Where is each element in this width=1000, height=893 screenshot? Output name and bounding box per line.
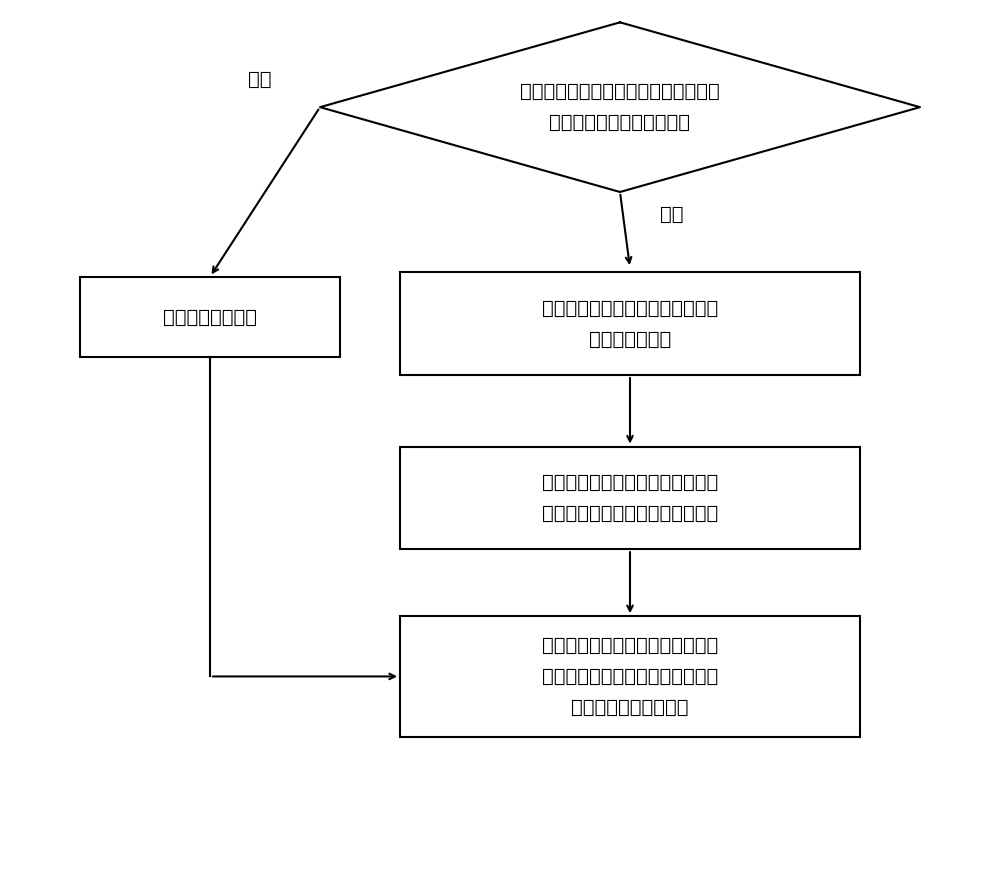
FancyBboxPatch shape [400,446,860,549]
Text: 越限: 越限 [660,204,684,224]
Text: 校验辅助决策策略，并根据校验后
的辅助决策策略确定重载设备列表
中重载设备的可调裕度: 校验辅助决策策略，并根据校验后 的辅助决策策略确定重载设备列表 中重载设备的可调… [542,636,718,717]
FancyBboxPatch shape [400,616,860,737]
FancyBboxPatch shape [400,272,860,375]
Text: 根据辅助决策可调措施对越限设备
有功功率的影响确定辅助决策策略: 根据辅助决策可调措施对越限设备 有功功率的影响确定辅助决策策略 [542,473,718,522]
FancyBboxPatch shape [80,277,340,357]
Text: 判断特高压直流输电线路预想故障后电
网设备是否发生重载或越限: 判断特高压直流输电线路预想故障后电 网设备是否发生重载或越限 [520,82,720,132]
Text: 计算辅助决策可调措施对越限设备
有功功率的影响: 计算辅助决策可调措施对越限设备 有功功率的影响 [542,299,718,348]
Text: 重载: 重载 [248,71,272,89]
Text: 获取重载设备列表: 获取重载设备列表 [163,307,257,327]
